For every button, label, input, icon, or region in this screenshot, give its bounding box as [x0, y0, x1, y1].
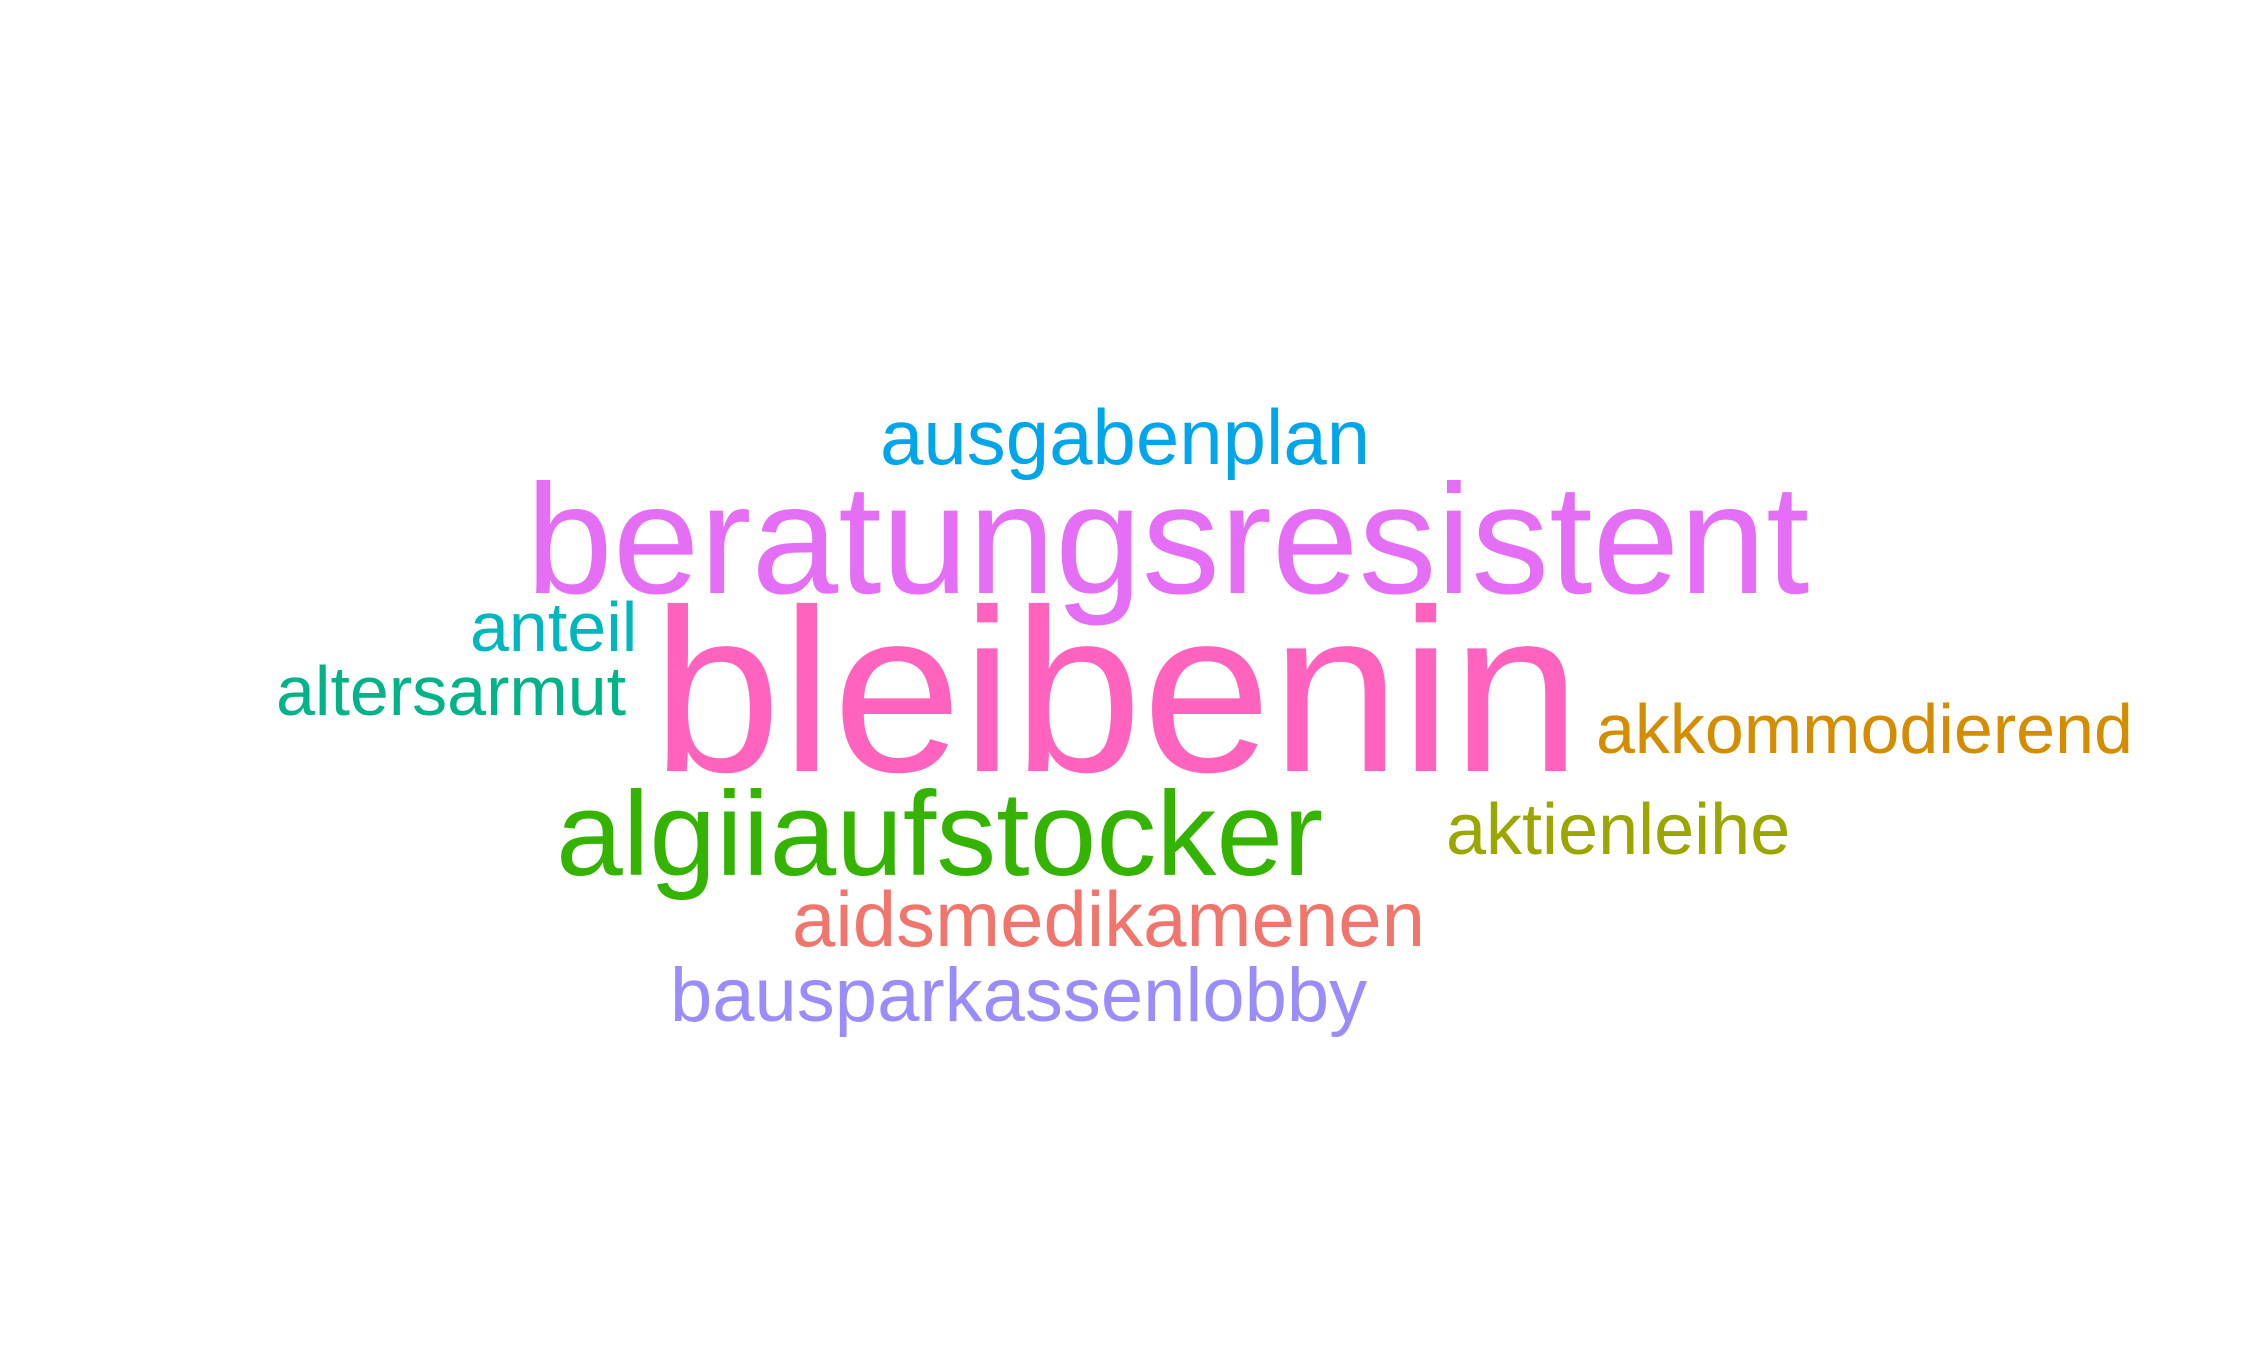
word-bausparkassenlobby: bausparkassenlobby	[670, 953, 1368, 1038]
word-bleibenin: bleibenin	[652, 562, 1581, 821]
word-anteil: anteil	[470, 588, 638, 666]
word-aidsmedikamenen: aidsmedikamenen	[792, 875, 1426, 963]
word-akkommodierend: akkommodierend	[1596, 690, 2133, 768]
word-altersarmut: altersarmut	[276, 652, 627, 730]
word-algiiaufstocker: algiiaufstocker	[556, 767, 1324, 901]
word-beratungsresistent: beratungsresistent	[526, 453, 1810, 627]
word-ausgabenplan: ausgabenplan	[880, 393, 1371, 481]
word-aktienleihe: aktienleihe	[1446, 790, 1791, 870]
